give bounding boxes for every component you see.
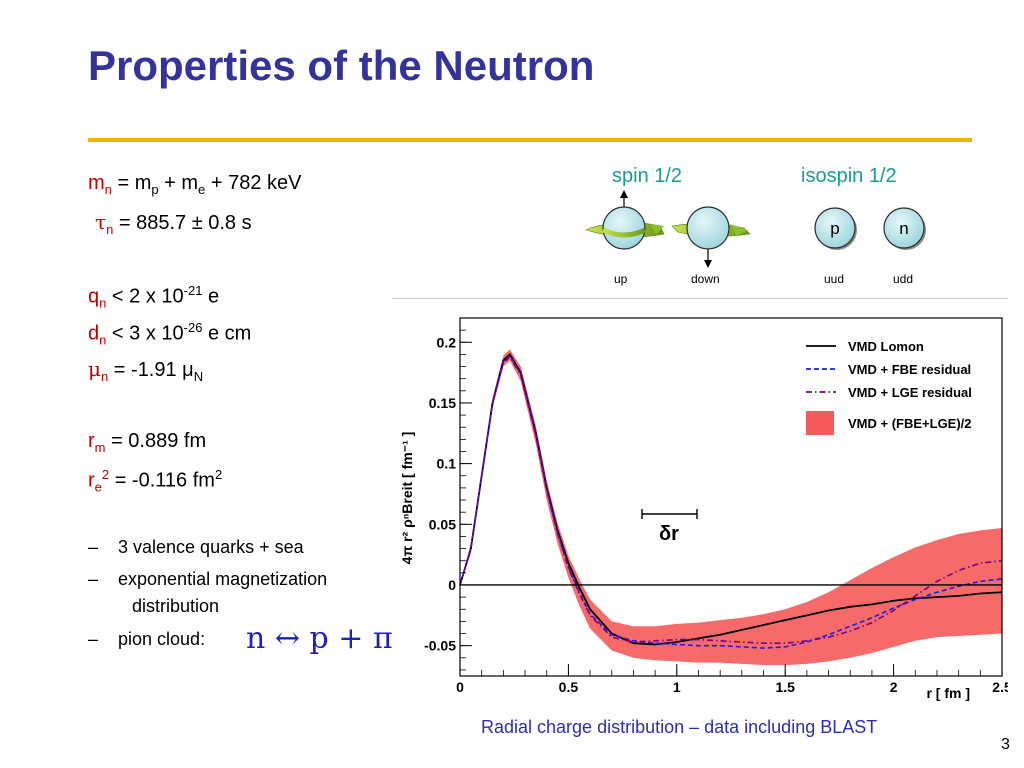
chart-y-axis-label: 4π r² ρⁿBreit [ fm⁻¹ ] bbox=[399, 432, 415, 565]
spin-up-icon bbox=[585, 190, 665, 250]
delta-r-marker: δr bbox=[641, 509, 698, 545]
y-tick-label: 0.05 bbox=[429, 516, 456, 532]
radial-charge-chart: 0 0.5 1 1.5 2 2.5 0.2 0.15 0.1 0.05 0 -0.05 VMD Lom… bbox=[392, 298, 1008, 710]
chart-caption: Radial charge distribution – data includ… bbox=[481, 717, 878, 737]
y-tick-label: 0 bbox=[448, 577, 456, 593]
x-tick-label: 2.5 bbox=[992, 679, 1008, 695]
legend-entry: VMD Lomon bbox=[848, 339, 924, 354]
legend-entry: VMD + LGE residual bbox=[848, 385, 972, 400]
y-tick-label: 0.1 bbox=[437, 456, 457, 472]
y-tick-label: -0.05 bbox=[424, 638, 456, 654]
chart-x-axis-label: r [ fm ] bbox=[926, 685, 970, 701]
lifetime-line: τn = 885.7 ± 0.8 s bbox=[95, 210, 252, 237]
y-tick-label: 0.2 bbox=[437, 334, 457, 350]
neutron-label: n bbox=[899, 219, 908, 238]
series-line-2 bbox=[459, 355, 1003, 645]
neutron-quarks-label: udd bbox=[893, 272, 914, 286]
page-title: Properties of the Neutron bbox=[88, 42, 595, 89]
page-number: 3 bbox=[1001, 736, 1010, 753]
charge-radius-line: re2 = -0.116 fm2 bbox=[88, 467, 223, 495]
series-line-1 bbox=[459, 354, 1003, 649]
x-tick-label: 0 bbox=[456, 679, 464, 695]
spin-title: spin 1/2 bbox=[612, 165, 683, 187]
edm-line: dn < 3 x 10-26 e cm bbox=[88, 320, 252, 348]
x-tick-label: 0.5 bbox=[559, 679, 579, 695]
spin-up-label: up bbox=[614, 272, 628, 286]
plot-frame bbox=[459, 317, 1003, 677]
bullet-continuation: distribution bbox=[132, 596, 220, 616]
y-tick-label: 0.15 bbox=[429, 395, 456, 411]
mass-line: mn = mp + me + 782 keV bbox=[88, 172, 302, 197]
x-tick-label: 1 bbox=[673, 679, 681, 695]
series-band-fbe-lge bbox=[460, 349, 1002, 666]
bullet-item: –3 valence quarks + sea bbox=[88, 537, 304, 557]
charge-line: qn < 2 x 10-21 e bbox=[88, 283, 220, 311]
legend-swatch bbox=[806, 411, 834, 435]
x-tick-label: 2 bbox=[890, 679, 898, 695]
legend-entry: VMD + FBE residual bbox=[848, 362, 971, 377]
mag-radius-line: rm = 0.889 fm bbox=[88, 430, 207, 455]
pion-cloud-formula: n ↔ p + π- bbox=[246, 614, 400, 656]
proton-label: p bbox=[830, 219, 839, 238]
legend-entry: VMD + (FBE+LGE)/2 bbox=[848, 416, 972, 431]
spin-diagram: p n bbox=[585, 190, 926, 268]
proton-quarks-label: uud bbox=[824, 272, 845, 286]
isospin-title: isospin 1/2 bbox=[801, 165, 897, 187]
bullet-item: – pion cloud: bbox=[88, 629, 206, 649]
moment-line: μn = -1.91 μN bbox=[88, 357, 204, 384]
x-tick-label: 1.5 bbox=[775, 679, 795, 695]
bullet-item: – exponential magnetization bbox=[88, 569, 328, 589]
spin-down-icon bbox=[671, 206, 751, 268]
title-divider bbox=[88, 138, 972, 142]
delta-r-annotation: δr bbox=[659, 523, 679, 545]
spin-down-label: down bbox=[691, 272, 720, 286]
neutron-ball-icon bbox=[883, 207, 926, 250]
proton-ball-icon bbox=[814, 207, 857, 250]
